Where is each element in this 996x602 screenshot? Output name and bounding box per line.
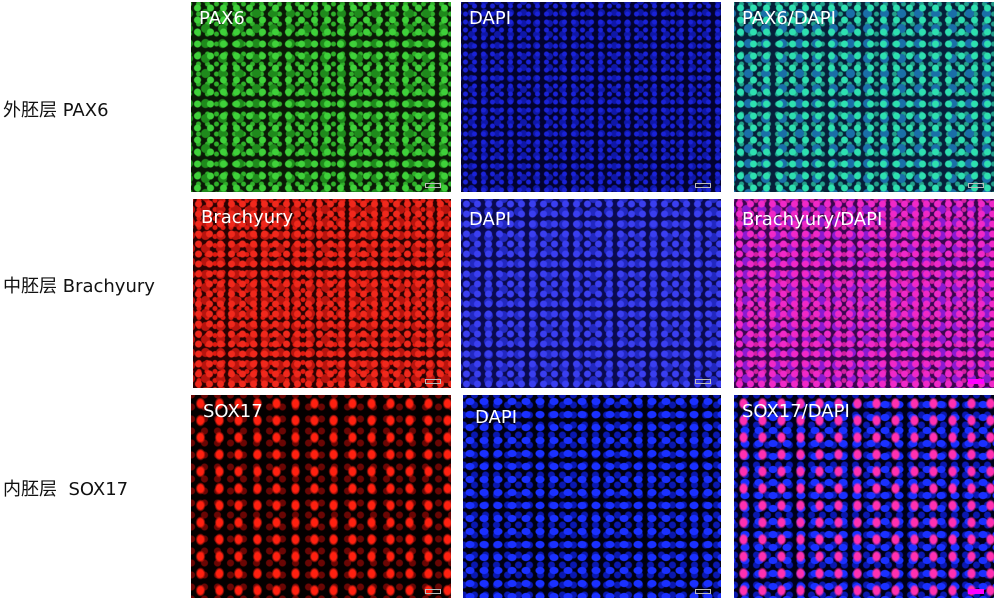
image-brachyury-dapi-merge: Brachyury/DAPI (734, 199, 994, 388)
scale-bar (968, 183, 984, 188)
row-label-endoderm: 内胚层 SOX17 (3, 479, 129, 500)
image-dapi-row2: DAPI (461, 199, 721, 388)
panel-caption: PAX6/DAPI (742, 8, 836, 29)
scale-bar (425, 589, 441, 594)
scale-bar (695, 589, 711, 594)
image-sox17: SOX17 (191, 395, 451, 598)
panel-caption: DAPI (475, 407, 518, 428)
panel-caption: Brachyury (201, 207, 294, 228)
panel-caption: DAPI (469, 209, 512, 230)
scale-bar (695, 183, 711, 188)
panel-caption: SOX17/DAPI (742, 401, 850, 422)
image-brachyury: Brachyury (193, 199, 451, 388)
panel-caption: Brachyury/DAPI (742, 209, 883, 230)
image-dapi-row3: DAPI (463, 395, 721, 598)
panel-caption: DAPI (469, 8, 512, 29)
scale-bar (695, 379, 711, 384)
image-pax6: PAX6 (191, 2, 451, 192)
panel-caption: PAX6 (199, 8, 245, 29)
scale-bar (425, 183, 441, 188)
row-label-mesoderm: 中胚层 Brachyury (3, 276, 155, 297)
panel-caption: SOX17 (203, 401, 263, 422)
scale-bar (425, 379, 441, 384)
scale-bar (968, 379, 984, 384)
scale-bar (968, 589, 984, 594)
image-sox17-dapi-merge: SOX17/DAPI (734, 395, 994, 598)
image-pax6-dapi-merge: PAX6/DAPI (734, 2, 994, 192)
row-label-ectoderm: 外胚层 PAX6 (3, 100, 109, 121)
image-dapi-row1: DAPI (461, 2, 721, 192)
